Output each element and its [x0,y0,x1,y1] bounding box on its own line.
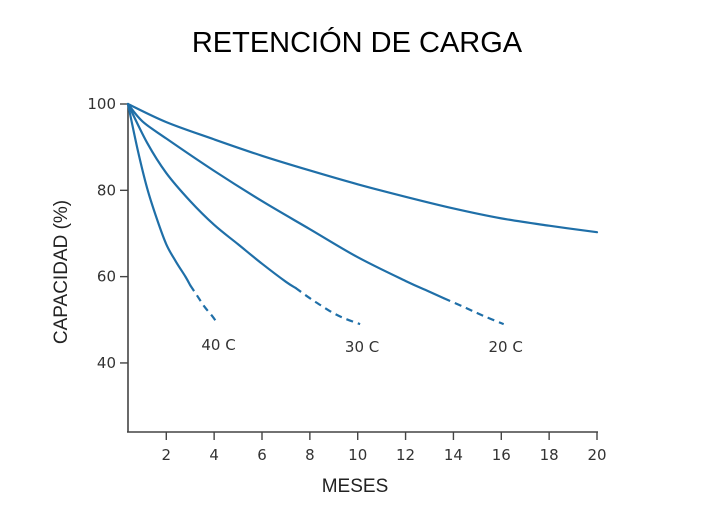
x-tick-label: 8 [305,446,315,464]
chart-title: RETENCIÓN DE CARGA [192,26,523,59]
x-tick-label: 16 [492,446,511,464]
series-line-extrapolated [189,284,218,323]
x-tick-label: 18 [540,446,559,464]
y-tick-label: 40 [97,354,116,372]
series-label: 30 C [345,338,379,356]
x-tick-label: 12 [396,446,415,464]
series-line [126,102,445,300]
series-label: 20 C [489,338,523,356]
series-lines [126,102,599,326]
series-line [126,102,192,287]
series-line [126,102,599,234]
series-line-extrapolated [443,297,505,326]
y-ticks: 40 60 80 100 [87,95,128,372]
y-tick-label: 60 [97,268,116,286]
series-line [126,102,297,289]
y-tick-label: 100 [87,95,116,113]
series-line-extrapolated [294,286,361,326]
x-tick-label: 4 [209,446,219,464]
x-tick-label: 6 [257,446,267,464]
x-axis-title: MESES [322,476,389,497]
x-tick-label: 2 [162,446,172,464]
series-labels: 40 C 30 C 20 C [201,336,522,356]
x-tick-label: 14 [444,446,463,464]
x-tick-label: 20 [587,446,606,464]
axes [127,104,598,433]
x-tick-label: 10 [348,446,367,464]
series-label: 40 C [201,336,235,354]
y-axis-title: CAPACIDAD (%) [51,200,72,344]
x-ticks: 2 4 6 8 10 12 14 16 18 20 [162,432,607,464]
y-tick-label: 80 [97,181,116,199]
